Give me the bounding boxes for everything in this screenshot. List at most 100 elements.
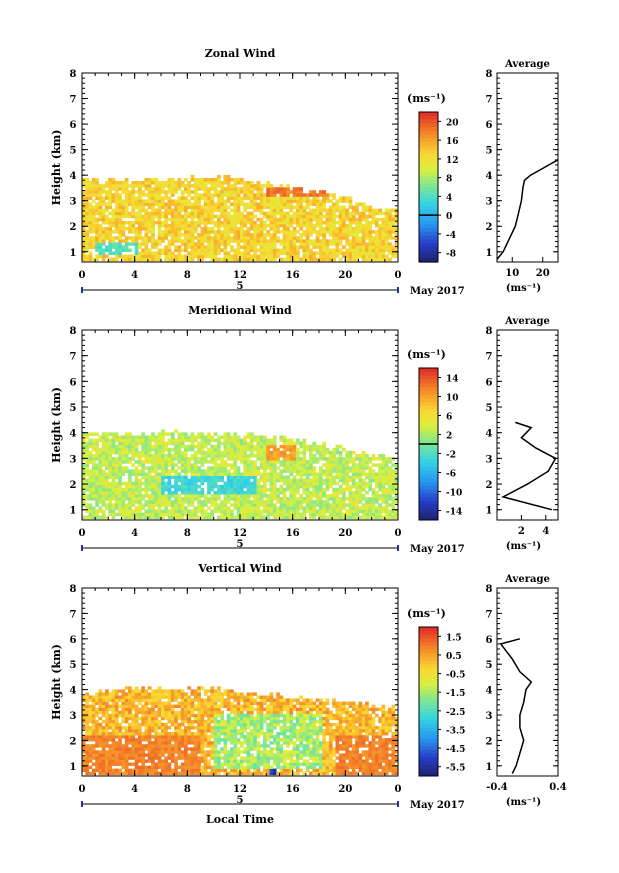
- heatmap-cell: [200, 239, 205, 243]
- heatmap-cell: [309, 478, 313, 483]
- heatmap-cell: [144, 457, 149, 461]
- heatmap-cell: [223, 227, 228, 231]
- heatmap-cell: [95, 450, 99, 455]
- heatmap-cell: [220, 466, 224, 470]
- heatmap-cell: [88, 738, 93, 742]
- heatmap-cell: [98, 227, 103, 231]
- heatmap-cell: [351, 503, 356, 507]
- heatmap-cell: [233, 248, 238, 252]
- heatmap-cell: [151, 242, 155, 246]
- heatmap-cell: [114, 199, 119, 203]
- heatmap-cell: [164, 227, 168, 231]
- heatmap-cell: [263, 509, 267, 513]
- colorbar-segment: [419, 138, 438, 143]
- heatmap-cell: [121, 245, 126, 249]
- heatmap-cell: [253, 447, 257, 452]
- heatmap-cell: [213, 478, 218, 483]
- heatmap-cell: [177, 450, 182, 455]
- heatmap-cell: [187, 190, 191, 194]
- heatmap-cell: [289, 444, 294, 449]
- heatmap-cell: [131, 254, 136, 259]
- heatmap-cell: [131, 214, 136, 219]
- heatmap-cell: [233, 457, 238, 461]
- heatmap-cell: [82, 750, 86, 754]
- heatmap-cell: [375, 220, 379, 225]
- heatmap-cell: [243, 494, 247, 498]
- heatmap-cell: [151, 484, 155, 489]
- heatmap-cell: [164, 460, 168, 464]
- heatmap-cell: [259, 248, 264, 252]
- heatmap-cell: [190, 469, 195, 473]
- heatmap-cell: [394, 481, 399, 486]
- heatmap-cell: [256, 515, 261, 520]
- heatmap-cell: [256, 202, 261, 206]
- heatmap-cell: [342, 199, 346, 203]
- heatmap-cell: [394, 217, 399, 222]
- heatmap-cell: [91, 701, 96, 705]
- heatmap-cell: [114, 432, 119, 436]
- heatmap-cell: [157, 466, 162, 470]
- heatmap-cell: [322, 515, 326, 520]
- y-tick-label: 4: [70, 171, 77, 182]
- heatmap-cell: [98, 193, 103, 197]
- heatmap-cell: [371, 251, 376, 255]
- heatmap-cell: [88, 716, 93, 721]
- heatmap-cell: [184, 491, 188, 495]
- heatmap-cell: [236, 469, 241, 473]
- heatmap-cell: [207, 178, 211, 182]
- heatmap-cell: [305, 205, 310, 210]
- heatmap-cell: [269, 494, 274, 498]
- heatmap-cell: [358, 487, 363, 492]
- heatmap-cell: [388, 494, 392, 498]
- heatmap-cell: [144, 184, 149, 188]
- heatmap-cell: [368, 257, 373, 262]
- heatmap-cell: [292, 515, 297, 520]
- heatmap-cell: [276, 460, 280, 464]
- heatmap-cell: [236, 233, 241, 237]
- heatmap-cell: [174, 515, 178, 520]
- colorbar-tick-label: -6: [446, 470, 456, 480]
- heatmap-cell: [101, 211, 106, 216]
- heatmap-cell: [190, 214, 195, 219]
- heatmap-cell: [391, 463, 396, 467]
- heatmap-cell: [348, 512, 353, 517]
- heatmap-cell: [256, 223, 261, 228]
- y-axis-label: Height (km): [50, 130, 63, 206]
- heatmap-cell: [375, 211, 379, 216]
- heatmap-cell: [213, 233, 218, 237]
- heatmap-cell: [138, 230, 142, 234]
- heatmap-cell: [108, 494, 112, 498]
- heatmap-cell: [118, 196, 122, 200]
- heatmap-cell: [141, 435, 145, 439]
- heatmap-cell: [128, 242, 132, 246]
- heatmap-cell: [85, 719, 89, 724]
- heatmap-cell: [226, 205, 231, 210]
- heatmap-cell: [351, 254, 356, 259]
- heatmap-cell: [249, 236, 254, 240]
- heatmap-cell: [384, 491, 389, 495]
- heatmap-cell: [128, 515, 132, 520]
- heatmap-cell: [292, 214, 297, 219]
- heatmap-cell: [131, 211, 136, 216]
- heatmap-cell: [269, 444, 274, 449]
- heatmap-cell: [101, 233, 106, 237]
- heatmap-cell: [319, 230, 323, 234]
- heatmap-cell: [141, 497, 145, 501]
- heatmap-cell: [230, 515, 234, 520]
- heatmap-cell: [105, 692, 109, 696]
- heatmap-cell: [266, 181, 270, 185]
- average-y-tick-label: 7: [486, 95, 493, 106]
- heatmap-cell: [263, 494, 267, 498]
- heatmap-cell: [203, 435, 208, 439]
- heatmap-cell: [375, 217, 379, 222]
- heatmap-cell: [243, 444, 247, 449]
- heatmap-cell: [101, 469, 106, 473]
- heatmap-cell: [184, 184, 188, 188]
- heatmap-cell: [157, 500, 162, 504]
- heatmap-cell: [147, 509, 152, 513]
- heatmap-cell: [187, 460, 191, 464]
- heatmap-cell: [180, 466, 185, 470]
- heatmap-cell: [371, 494, 376, 498]
- heatmap-cell: [138, 199, 142, 203]
- heatmap-cell: [233, 208, 238, 213]
